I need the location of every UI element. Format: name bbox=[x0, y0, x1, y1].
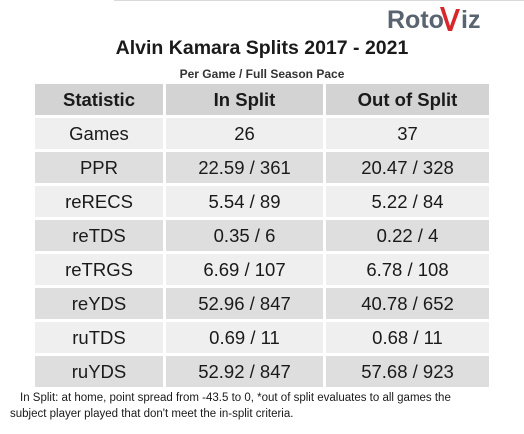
splits-table: Statistic In Split Out of Split Games 26… bbox=[32, 81, 492, 390]
footnote-line-1: In Split: at home, point spread from -43… bbox=[20, 392, 451, 404]
table-row: reRECS 5.54 / 89 5.22 / 84 bbox=[35, 186, 489, 217]
out-split-value: 0.68 / 11 bbox=[326, 322, 489, 353]
table-row: ruTDS 0.69 / 11 0.68 / 11 bbox=[35, 322, 489, 353]
stat-name: reYDS bbox=[35, 288, 163, 319]
in-split-value: 52.92 / 847 bbox=[166, 356, 323, 387]
out-split-value: 40.78 / 652 bbox=[326, 288, 489, 319]
top-divider bbox=[114, 0, 524, 1]
table-row: reYDS 52.96 / 847 40.78 / 652 bbox=[35, 288, 489, 319]
in-split-value: 0.69 / 11 bbox=[166, 322, 323, 353]
in-split-value: 6.69 / 107 bbox=[166, 254, 323, 285]
logo-v-mark bbox=[440, 7, 460, 31]
stat-name: reTRGS bbox=[35, 254, 163, 285]
out-split-value: 20.47 / 328 bbox=[326, 152, 489, 183]
table-row: Games 26 37 bbox=[35, 118, 489, 149]
header-in-split: In Split bbox=[166, 84, 323, 115]
out-split-value: 6.78 / 108 bbox=[326, 254, 489, 285]
table-row: reTRGS 6.69 / 107 6.78 / 108 bbox=[35, 254, 489, 285]
logo-text-left: Roto bbox=[387, 6, 444, 34]
stat-name: ruTDS bbox=[35, 322, 163, 353]
chart-title: Alvin Kamara Splits 2017 - 2021 bbox=[115, 37, 409, 59]
logo-text-right: iz bbox=[461, 6, 480, 34]
chart-subtitle: Per Game / Full Season Pace bbox=[179, 67, 345, 81]
out-split-value: 57.68 / 923 bbox=[326, 356, 489, 387]
table-row: reTDS 0.35 / 6 0.22 / 4 bbox=[35, 220, 489, 251]
stat-name: Games bbox=[35, 118, 163, 149]
in-split-value: 26 bbox=[166, 118, 323, 149]
out-split-value: 37 bbox=[326, 118, 489, 149]
in-split-value: 22.59 / 361 bbox=[166, 152, 323, 183]
stat-name: PPR bbox=[35, 152, 163, 183]
stat-name: reTDS bbox=[35, 220, 163, 251]
table-row: ruYDS 52.92 / 847 57.68 / 923 bbox=[35, 356, 489, 387]
header-out-of-split: Out of Split bbox=[326, 84, 489, 115]
rotoviz-logo: Roto iz bbox=[387, 6, 480, 34]
in-split-value: 5.54 / 89 bbox=[166, 186, 323, 217]
header-statistic: Statistic bbox=[35, 84, 163, 115]
footnote: In Split: at home, point spread from -43… bbox=[10, 390, 480, 422]
stat-name: ruYDS bbox=[35, 356, 163, 387]
in-split-value: 0.35 / 6 bbox=[166, 220, 323, 251]
table-row: PPR 22.59 / 361 20.47 / 328 bbox=[35, 152, 489, 183]
footnote-line-2: subject player played that don't meet th… bbox=[10, 408, 294, 420]
out-split-value: 5.22 / 84 bbox=[326, 186, 489, 217]
out-split-value: 0.22 / 4 bbox=[326, 220, 489, 251]
in-split-value: 52.96 / 847 bbox=[166, 288, 323, 319]
table-header-row: Statistic In Split Out of Split bbox=[35, 84, 489, 115]
stat-name: reRECS bbox=[35, 186, 163, 217]
